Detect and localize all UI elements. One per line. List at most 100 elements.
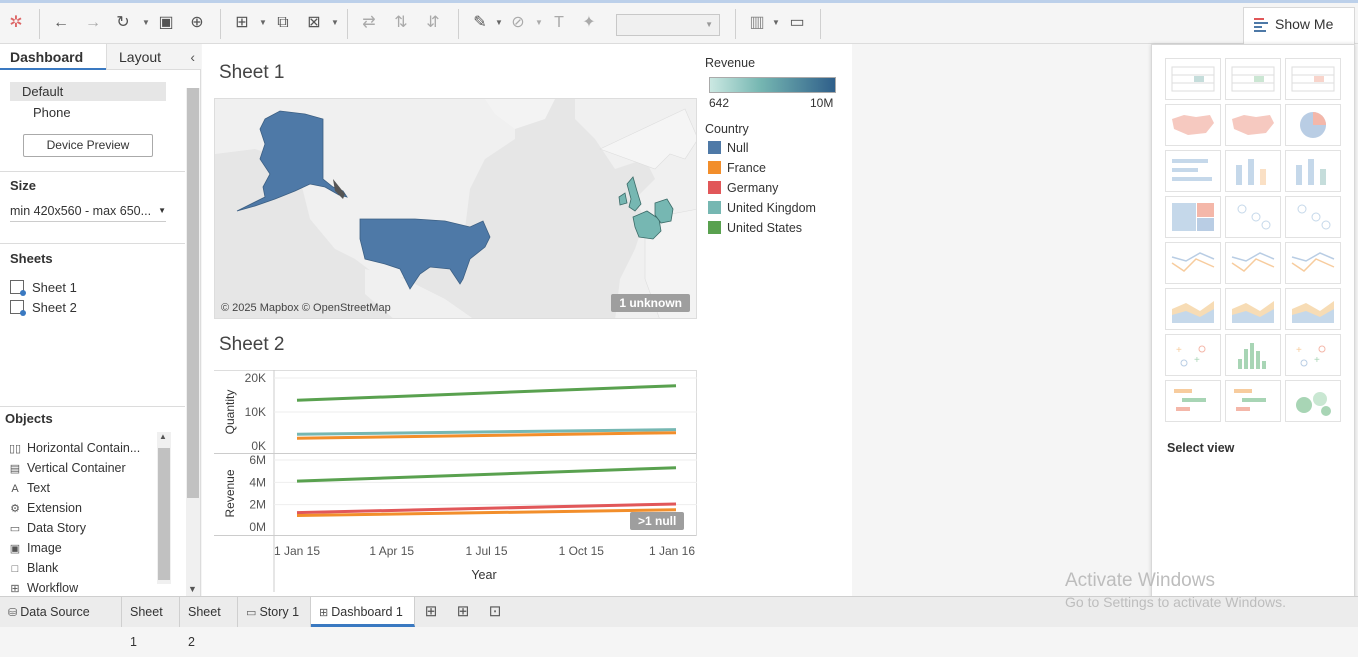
scroll-down-icon[interactable]: ▼ bbox=[188, 584, 197, 594]
redo-icon[interactable]: → bbox=[85, 14, 101, 31]
circle-view-thumb[interactable] bbox=[1225, 196, 1281, 238]
sort-ascending-icon[interactable]: ⇅ bbox=[394, 14, 408, 31]
replay-icon[interactable]: ↻ bbox=[116, 14, 130, 31]
object-item[interactable]: ▤ Vertical Container bbox=[8, 459, 126, 477]
tableau-logo-icon[interactable]: ✲ bbox=[9, 14, 23, 31]
heat-map-thumb[interactable] bbox=[1225, 58, 1281, 100]
object-item[interactable]: ⚙ Extension bbox=[8, 499, 82, 517]
legend-swatch bbox=[708, 221, 721, 234]
dual-combination-thumb[interactable] bbox=[1285, 288, 1341, 330]
line-continuous-thumb[interactable] bbox=[1165, 242, 1221, 284]
line-chart[interactable]: 20K 10K 0K Quantity 6M 4M 2M 0M Revenue 1 Jan 15 1… bbox=[214, 370, 697, 592]
new-worksheet-icon[interactable]: ⊞ bbox=[235, 14, 249, 31]
device-default[interactable]: Default bbox=[10, 82, 166, 101]
legend-item[interactable]: Germany bbox=[705, 179, 778, 197]
data-source-tab[interactable]: ⛁ Data Source bbox=[0, 597, 122, 627]
presentation-mode-icon[interactable]: ▭ bbox=[789, 14, 805, 31]
legend-item[interactable]: Null bbox=[705, 139, 749, 157]
packed-bubbles-thumb[interactable] bbox=[1285, 380, 1341, 422]
horizontal-bar-thumb[interactable] bbox=[1165, 150, 1221, 192]
treemap-thumb[interactable] bbox=[1165, 196, 1221, 238]
side-by-side-circle-thumb[interactable] bbox=[1285, 196, 1341, 238]
new-data-source-icon[interactable]: ⊕ bbox=[190, 14, 204, 31]
histogram-thumb[interactable] bbox=[1225, 334, 1281, 376]
box-whisker-thumb[interactable]: + + bbox=[1285, 334, 1341, 376]
fix-axes-icon[interactable]: ✦ bbox=[582, 14, 596, 31]
stacked-bar-thumb[interactable] bbox=[1225, 150, 1281, 192]
new-dashboard-icon[interactable]: ⊞ bbox=[456, 603, 470, 620]
tab-sheet-2[interactable]: Sheet 2 bbox=[180, 597, 238, 649]
treemap-thumb-graphic bbox=[1172, 203, 1214, 231]
text-table-thumb[interactable] bbox=[1165, 58, 1221, 100]
collapse-panel-icon[interactable]: ‹ bbox=[190, 49, 195, 65]
show-cards-caret-icon[interactable]: ▼ bbox=[772, 18, 780, 27]
legend-item[interactable]: United Kingdom bbox=[705, 199, 816, 217]
show-me-tab[interactable]: Show Me bbox=[1243, 7, 1355, 45]
clear-sheet-caret-icon[interactable]: ▼ bbox=[331, 18, 339, 27]
symbol-map-thumb[interactable] bbox=[1165, 104, 1221, 146]
legend-item[interactable]: France bbox=[705, 159, 766, 177]
legend-label: United States bbox=[727, 221, 803, 235]
left-panel: Dashboard Layout ‹ Default Phone Device P… bbox=[0, 44, 201, 596]
legend-item[interactable]: United States bbox=[705, 219, 802, 237]
revenue-color-ramp[interactable] bbox=[709, 77, 836, 93]
clear-sheet-icon[interactable]: ⊠ bbox=[307, 14, 321, 31]
swap-rows-columns-icon[interactable]: ⇄ bbox=[362, 14, 376, 31]
unknown-badge[interactable]: 1 unknown bbox=[611, 294, 690, 312]
line-discrete-thumb[interactable] bbox=[1225, 242, 1281, 284]
scrollbar-thumb[interactable] bbox=[187, 88, 199, 498]
scrollbar-thumb[interactable] bbox=[158, 448, 170, 580]
object-item[interactable]: ▯▯ Horizontal Contain... bbox=[8, 439, 140, 457]
group-caret-icon[interactable]: ▼ bbox=[535, 18, 543, 27]
tab-dashboard[interactable]: Dashboard bbox=[0, 44, 106, 70]
new-worksheet-caret-icon[interactable]: ▼ bbox=[259, 18, 267, 27]
object-item[interactable]: ▣ Image bbox=[8, 539, 62, 557]
object-item[interactable]: ⊞ Workflow bbox=[8, 579, 78, 597]
object-item[interactable]: □ Blank bbox=[8, 559, 59, 577]
object-item[interactable]: ▭ Data Story bbox=[8, 519, 86, 537]
tab-sheet-1[interactable]: Sheet 1 bbox=[122, 597, 180, 649]
scatter-plot-thumb[interactable]: + + bbox=[1165, 334, 1221, 376]
fit-dropdown[interactable]: ▼ bbox=[616, 14, 720, 36]
highlight-icon[interactable]: ✎ bbox=[473, 14, 487, 31]
show-cards-icon[interactable]: ▥ bbox=[749, 14, 765, 31]
activate-windows-watermark: Activate Windows Go to Settings to activ… bbox=[1065, 570, 1286, 610]
device-phone[interactable]: Phone bbox=[33, 105, 71, 120]
size-dropdown[interactable]: min 420x560 - max 650... ▼ bbox=[10, 202, 166, 222]
new-story-icon[interactable]: ⊡ bbox=[488, 603, 502, 620]
sort-descending-icon[interactable]: ⇵ bbox=[426, 14, 440, 31]
tab-story-1[interactable]: ▭ Story 1 bbox=[238, 597, 311, 627]
objects-scrollbar[interactable]: ▲ bbox=[157, 432, 171, 584]
object-item[interactable]: A Text bbox=[8, 479, 50, 497]
side-by-side-bar-thumb[interactable] bbox=[1285, 150, 1341, 192]
y-tick-label: 6M bbox=[249, 453, 266, 467]
sheet-list-item[interactable]: Sheet 2 bbox=[10, 299, 77, 317]
svg-text:+: + bbox=[1176, 345, 1182, 356]
group-members-icon[interactable]: ⊘ bbox=[511, 14, 525, 31]
left-panel-scrollbar[interactable]: ▼ bbox=[186, 88, 200, 596]
sheet-list-item[interactable]: Sheet 1 bbox=[10, 279, 77, 297]
replay-caret-icon[interactable]: ▼ bbox=[142, 18, 150, 27]
dual-line-thumb[interactable] bbox=[1285, 242, 1341, 284]
scroll-up-icon[interactable]: ▲ bbox=[159, 432, 167, 441]
tab-dashboard-1[interactable]: ⊞ Dashboard 1 bbox=[311, 597, 415, 627]
highlight-table-thumb[interactable] bbox=[1285, 58, 1341, 100]
tab-layout[interactable]: Layout ‹ bbox=[106, 44, 201, 70]
null-badge[interactable]: >1 null bbox=[630, 512, 685, 530]
device-preview-button[interactable]: Device Preview bbox=[23, 134, 153, 157]
database-icon: ⛁ bbox=[8, 607, 21, 619]
new-worksheet-icon[interactable]: ⊞ bbox=[424, 603, 438, 620]
show-mark-labels-icon[interactable]: T bbox=[554, 14, 564, 31]
filled-map-thumb[interactable] bbox=[1225, 104, 1281, 146]
pie-chart-thumb[interactable] bbox=[1285, 104, 1341, 146]
area-continuous-thumb[interactable] bbox=[1165, 288, 1221, 330]
save-icon[interactable]: ▣ bbox=[158, 14, 174, 31]
area-discrete-thumb[interactable] bbox=[1225, 288, 1281, 330]
duplicate-sheet-icon[interactable]: ⧉ bbox=[277, 14, 289, 31]
highlight-caret-icon[interactable]: ▼ bbox=[495, 18, 503, 27]
gantt-chart-thumb[interactable] bbox=[1165, 380, 1221, 422]
bullet-graph-thumb[interactable] bbox=[1225, 380, 1281, 422]
svg-text:+: + bbox=[1314, 355, 1320, 366]
map-view[interactable]: © 2025 Mapbox © OpenStreetMap 1 unknown bbox=[214, 98, 697, 319]
undo-icon[interactable]: ← bbox=[53, 14, 69, 31]
